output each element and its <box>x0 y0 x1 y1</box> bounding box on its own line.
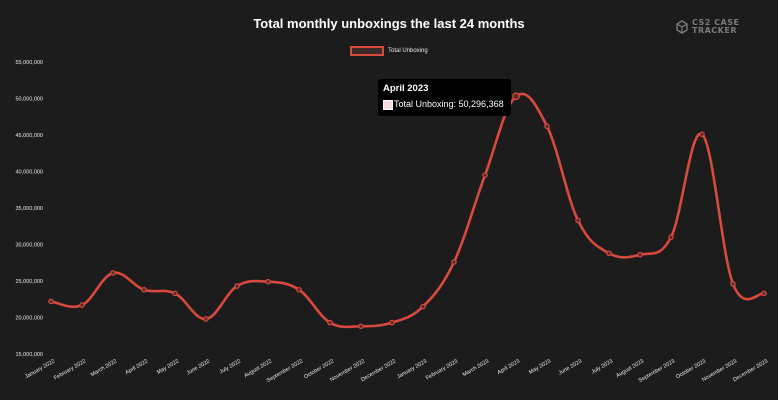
x-tick-label: July 2023 <box>591 359 614 376</box>
x-tick-label: February 2023 <box>425 359 459 382</box>
x-tick-label: May 2022 <box>156 359 180 376</box>
cube-icon <box>676 20 688 34</box>
logo-line-1: CS2 CASE <box>692 18 740 27</box>
data-point[interactable] <box>296 286 302 293</box>
logo-text: CS2 CASE TRACKER <box>692 19 739 35</box>
x-tick-label: May 2023 <box>528 359 552 376</box>
data-point[interactable] <box>389 319 395 326</box>
data-point[interactable] <box>606 250 612 257</box>
y-tick-label: 20,000,000 <box>15 316 43 322</box>
x-tick-label: December 2023 <box>732 359 769 384</box>
data-point[interactable] <box>358 323 364 330</box>
tooltip-swatch <box>383 100 393 110</box>
series-total-unboxing <box>48 92 767 330</box>
data-point[interactable] <box>327 319 333 326</box>
tooltip: April 2023 Total Unboxing: 50,296,368 <box>378 79 511 116</box>
data-point[interactable] <box>451 259 457 265</box>
chart-title: Total monthly unboxings the last 24 mont… <box>253 16 525 31</box>
y-tick-label: 15,000,000 <box>15 352 43 358</box>
x-tick-label: January 2022 <box>24 359 56 381</box>
data-point[interactable] <box>141 286 147 293</box>
x-tick-label: March 2023 <box>462 359 490 379</box>
legend-swatch <box>350 46 384 56</box>
data-point[interactable] <box>420 303 426 310</box>
data-point[interactable] <box>761 290 767 297</box>
x-tick-label: December 2022 <box>360 359 397 384</box>
data-point[interactable] <box>79 302 85 308</box>
data-point[interactable] <box>482 172 488 178</box>
x-tick-label: January 2023 <box>396 359 428 381</box>
x-tick-label: April 2022 <box>125 359 149 377</box>
legend[interactable]: Total Unboxing <box>350 46 428 56</box>
data-point[interactable] <box>48 298 54 305</box>
x-tick-label: July 2022 <box>219 359 242 376</box>
data-point[interactable] <box>265 278 271 285</box>
data-point[interactable] <box>730 281 736 287</box>
y-tick-label: 35,000,000 <box>15 206 43 212</box>
tooltip-title: April 2023 <box>383 83 429 94</box>
legend-label: Total Unboxing <box>388 48 428 54</box>
y-tick-label: 30,000,000 <box>15 243 43 249</box>
cs2-case-tracker-logo: CS2 CASE TRACKER <box>676 19 739 35</box>
data-point[interactable] <box>234 283 240 289</box>
data-point[interactable] <box>512 92 520 101</box>
x-tick-label: March 2022 <box>90 359 118 379</box>
data-point[interactable] <box>172 290 178 297</box>
y-tick-label: 55,000,000 <box>15 60 43 66</box>
data-point[interactable] <box>575 217 581 224</box>
x-tick-label: June 2022 <box>186 359 211 377</box>
data-point[interactable] <box>699 131 705 138</box>
data-point[interactable] <box>544 123 550 130</box>
x-tick-label: June 2023 <box>558 359 583 377</box>
data-point[interactable] <box>203 316 209 322</box>
x-tick-label: February 2022 <box>53 359 87 382</box>
series-line <box>50 92 765 329</box>
x-tick-label: April 2023 <box>497 359 521 377</box>
y-tick-label: 40,000,000 <box>15 170 43 176</box>
y-tick-label: 50,000,000 <box>15 97 43 103</box>
data-point[interactable] <box>110 270 116 276</box>
data-point[interactable] <box>637 251 643 258</box>
logo-line-2: TRACKER <box>692 26 738 35</box>
y-tick-label: 25,000,000 <box>15 279 43 285</box>
x-tick-label: August 2023 <box>615 359 645 380</box>
y-tick-label: 45,000,000 <box>15 133 43 139</box>
x-tick-label: August 2022 <box>243 359 273 380</box>
data-point[interactable] <box>668 234 674 241</box>
tooltip-value: Total Unboxing: 50,296,368 <box>394 99 504 109</box>
y-axis: 15,000,000 20,000,000 25,000,000 30,000,000… <box>15 60 43 358</box>
